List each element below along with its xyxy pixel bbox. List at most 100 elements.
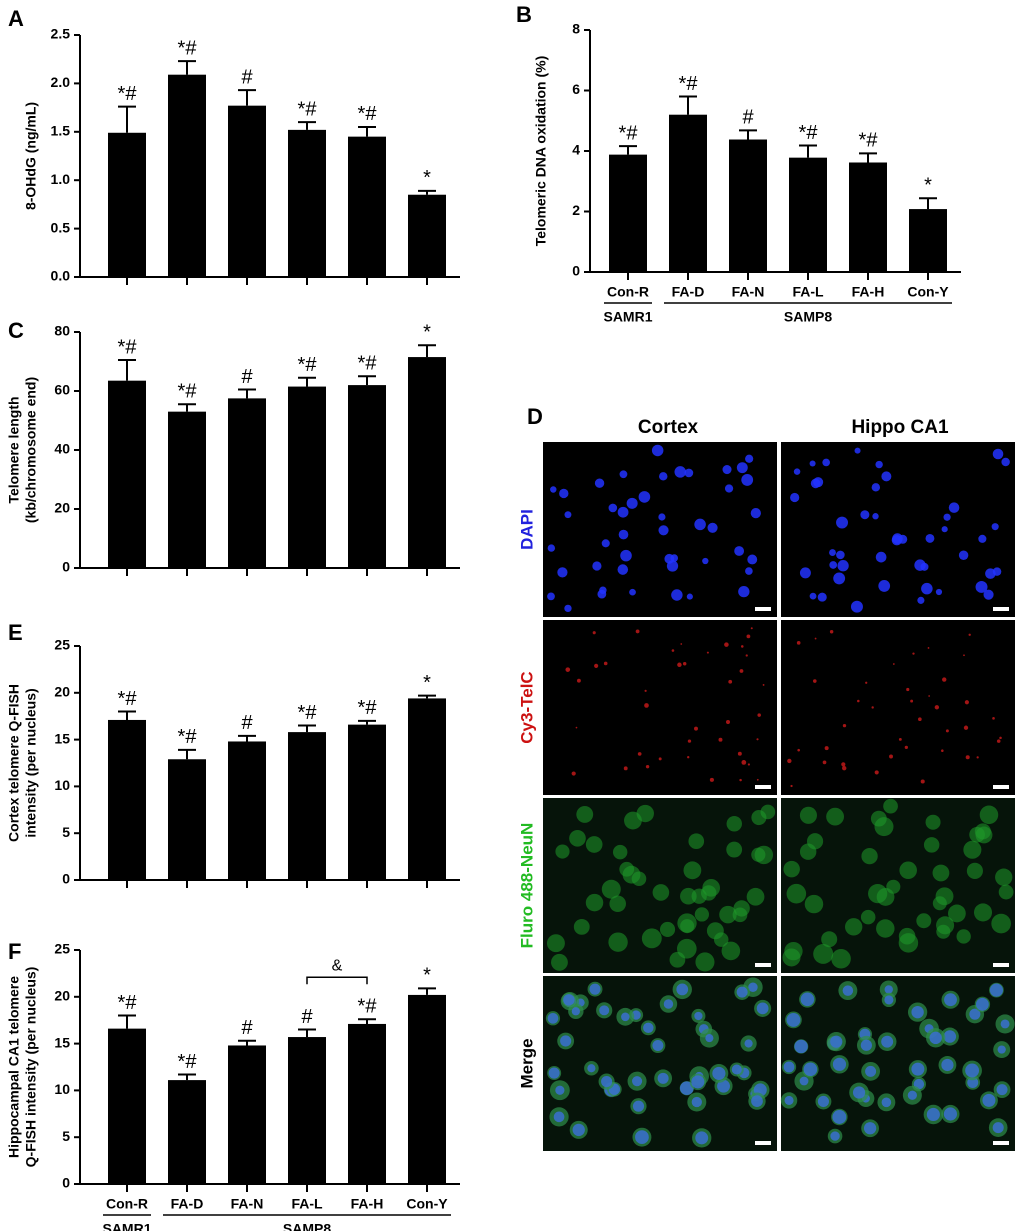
cell [695,952,715,972]
signal [889,754,893,759]
error-bar [619,145,637,155]
signal [942,677,947,682]
nucleus [989,983,1004,997]
signal [694,726,698,731]
cell [702,878,721,897]
y-axis-label: 8-OHdG (ng/mL) [23,102,39,210]
cell [813,943,834,964]
error-bar [298,724,316,733]
cell [966,862,983,879]
nucleus [748,982,758,993]
micrograph [543,620,777,795]
significance-label: *# [298,98,318,120]
cell [991,523,999,531]
cell [809,592,817,600]
significance-label: *# [298,702,318,724]
scale-bar [755,963,771,967]
cell [821,931,838,948]
signal [920,779,925,784]
signal [687,739,692,743]
y-tick-label: 15 [54,1034,70,1050]
bar [288,732,326,880]
nucleus [663,999,674,1009]
signal [756,778,759,781]
bar [348,136,386,277]
y-axis-label: Hippocampal CA1 telomere [6,976,22,1158]
signal [787,758,792,764]
cell [652,884,670,901]
cell [943,513,951,521]
cell [1001,457,1010,467]
error-bar [418,694,436,699]
signal [927,647,930,649]
error-bar [298,121,316,130]
significance-label: # [241,712,253,734]
nucleus [657,1072,669,1084]
nucleus [860,1039,872,1051]
significance-label: *# [358,996,378,1018]
nucleus [911,1005,924,1019]
signal [575,726,578,729]
signal [746,634,751,639]
signal [945,729,949,733]
error-bar [238,1039,256,1046]
cell [783,860,800,878]
signal [725,720,730,725]
nucleus [832,1110,847,1124]
signal [999,736,1002,740]
cell [860,510,870,520]
signal [963,654,965,657]
signal [963,725,969,730]
x-tick-label: FA-N [732,284,765,300]
cell [707,522,718,533]
cell [636,804,654,823]
cell [719,905,737,924]
cell [659,472,668,481]
x-tick-label: Con-R [607,284,649,300]
signal [762,683,765,686]
cell [995,868,1013,886]
nucleus [553,1111,565,1123]
cell [831,948,851,969]
error-bar [238,89,256,106]
signal [737,751,742,756]
cell [871,483,881,492]
y-tick-label: 0 [62,871,70,887]
y-axis-label: Telomeric DNA oxidation (%) [533,56,549,247]
cell [804,894,824,914]
nucleus [571,1007,580,1016]
y-tick-label: 2 [572,202,580,218]
x-tick-label: FA-D [672,284,705,300]
cell [601,879,621,899]
cell [932,864,950,882]
cell [925,533,935,543]
cell [576,806,594,823]
bar [288,1037,326,1184]
error-bar [238,388,256,399]
significance-label: *# [679,73,699,95]
nucleus [784,1095,794,1106]
signal [756,738,759,741]
signal [594,663,599,668]
y-axis-label: Q-FISH intensity (per nucleus) [23,967,39,1168]
cell [746,887,765,906]
y-tick-label: 5 [62,824,70,840]
nucleus [786,1012,801,1027]
bar [849,162,887,272]
cell [557,567,568,578]
y-tick-label: 25 [54,637,70,653]
signal [718,737,723,742]
cell [875,460,883,469]
nucleus [652,1040,664,1052]
signal [910,699,914,703]
bar [348,724,386,880]
cell [810,478,821,489]
signal [918,717,922,722]
cell [546,934,565,953]
significance-label: *# [358,697,378,719]
nucleus [881,1097,892,1108]
significance-label: *# [118,83,138,105]
nucleus [744,1039,753,1048]
cell [963,840,982,859]
